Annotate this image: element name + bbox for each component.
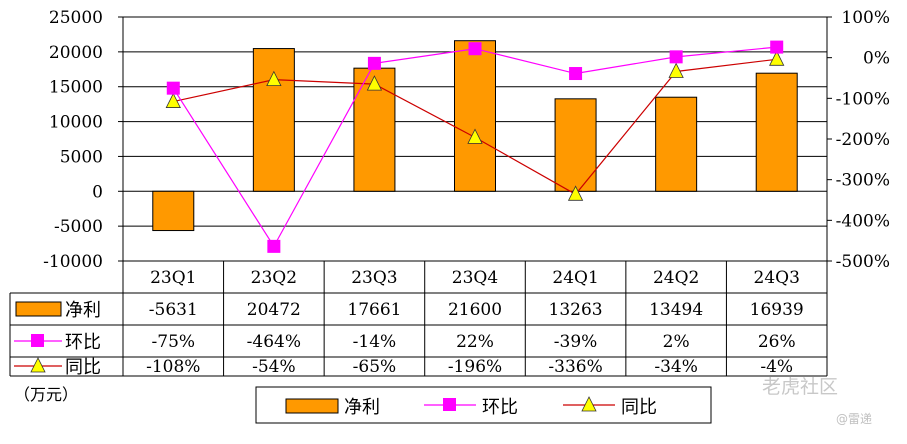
data-label: 16939 <box>750 300 804 320</box>
data-label: 13494 <box>649 300 703 320</box>
right-tick-label: -500% <box>836 252 890 272</box>
watermark-subtext: @雷递 <box>836 412 873 426</box>
point-marker-triangle <box>769 50 785 66</box>
data-label: 13263 <box>549 300 603 320</box>
point-marker-triangle <box>366 75 383 91</box>
data-label: -75% <box>152 332 196 352</box>
data-label: -464% <box>247 332 301 352</box>
right-tick-label: -400% <box>836 211 890 231</box>
data-label: 17661 <box>347 300 401 320</box>
watermark-text: 老虎社区 <box>762 376 839 398</box>
row-key-square <box>31 334 44 347</box>
point-marker-triangle <box>165 92 181 108</box>
right-tick-label: 100% <box>841 8 890 28</box>
legend-label: 环比 <box>482 397 518 418</box>
category-label: 24Q2 <box>653 268 699 288</box>
data-label: -336% <box>548 357 602 377</box>
category-label: 23Q1 <box>150 268 196 288</box>
left-tick-label: -10000 <box>43 252 103 272</box>
left-tick-label: -5000 <box>54 217 103 237</box>
data-label: -14% <box>353 332 397 352</box>
row-key-triangle <box>30 357 46 373</box>
data-label: -108% <box>146 357 200 377</box>
left-tick-label: 20000 <box>49 43 103 63</box>
left-tick-label: 10000 <box>49 113 103 133</box>
left-tick-label: 0 <box>92 182 103 202</box>
data-label: 21600 <box>448 300 502 320</box>
right-tick-label: 0% <box>863 49 890 69</box>
category-label: 23Q3 <box>351 268 397 288</box>
category-label: 23Q2 <box>251 268 297 288</box>
data-label: 2% <box>663 332 690 352</box>
point-marker-square <box>569 67 583 81</box>
left-tick-label: 5000 <box>60 147 103 167</box>
right-tick-label: -300% <box>836 171 890 191</box>
data-label: 20472 <box>247 300 301 320</box>
data-label: -34% <box>654 357 698 377</box>
unit-label: （万元） <box>14 385 79 404</box>
point-marker-triangle <box>668 62 684 78</box>
left-tick-label: 25000 <box>49 8 103 28</box>
point-marker-triangle <box>467 128 483 144</box>
data-label: 22% <box>456 332 494 352</box>
row-header-label: 同比 <box>65 357 101 378</box>
point-marker-square <box>367 56 381 70</box>
point-marker-triangle <box>266 70 282 87</box>
legend-label: 同比 <box>621 397 657 418</box>
right-tick-label: -100% <box>836 89 890 109</box>
legend-key-triangle <box>581 396 597 412</box>
point-marker-square <box>770 40 784 54</box>
point-marker-square <box>166 81 180 95</box>
bar <box>252 48 295 192</box>
category-label: 24Q3 <box>754 268 800 288</box>
bar <box>454 40 496 192</box>
data-label: -5631 <box>149 300 198 320</box>
point-marker-square <box>669 50 683 64</box>
data-label: -196% <box>448 357 502 377</box>
left-tick-label: 15000 <box>49 78 103 98</box>
bar <box>152 190 195 232</box>
data-label: -65% <box>353 357 397 377</box>
data-label: 26% <box>758 332 796 352</box>
bar <box>755 72 798 192</box>
row-key-bar <box>15 301 62 317</box>
category-label: 23Q4 <box>452 268 498 288</box>
point-marker-square <box>468 42 482 56</box>
category-label: 24Q1 <box>552 268 598 288</box>
data-label: -39% <box>554 332 598 352</box>
data-label: -54% <box>252 357 296 377</box>
data-label: -4% <box>760 357 793 377</box>
point-marker-triangle <box>567 185 584 201</box>
right-tick-label: -200% <box>836 130 890 150</box>
legend-label: 净利 <box>344 397 380 418</box>
bar <box>655 96 698 192</box>
row-header-label: 净利 <box>65 300 101 321</box>
legend-key-bar <box>285 398 339 414</box>
point-marker-square <box>267 239 281 253</box>
legend-key-square <box>443 398 456 411</box>
row-header-label: 环比 <box>65 332 101 353</box>
